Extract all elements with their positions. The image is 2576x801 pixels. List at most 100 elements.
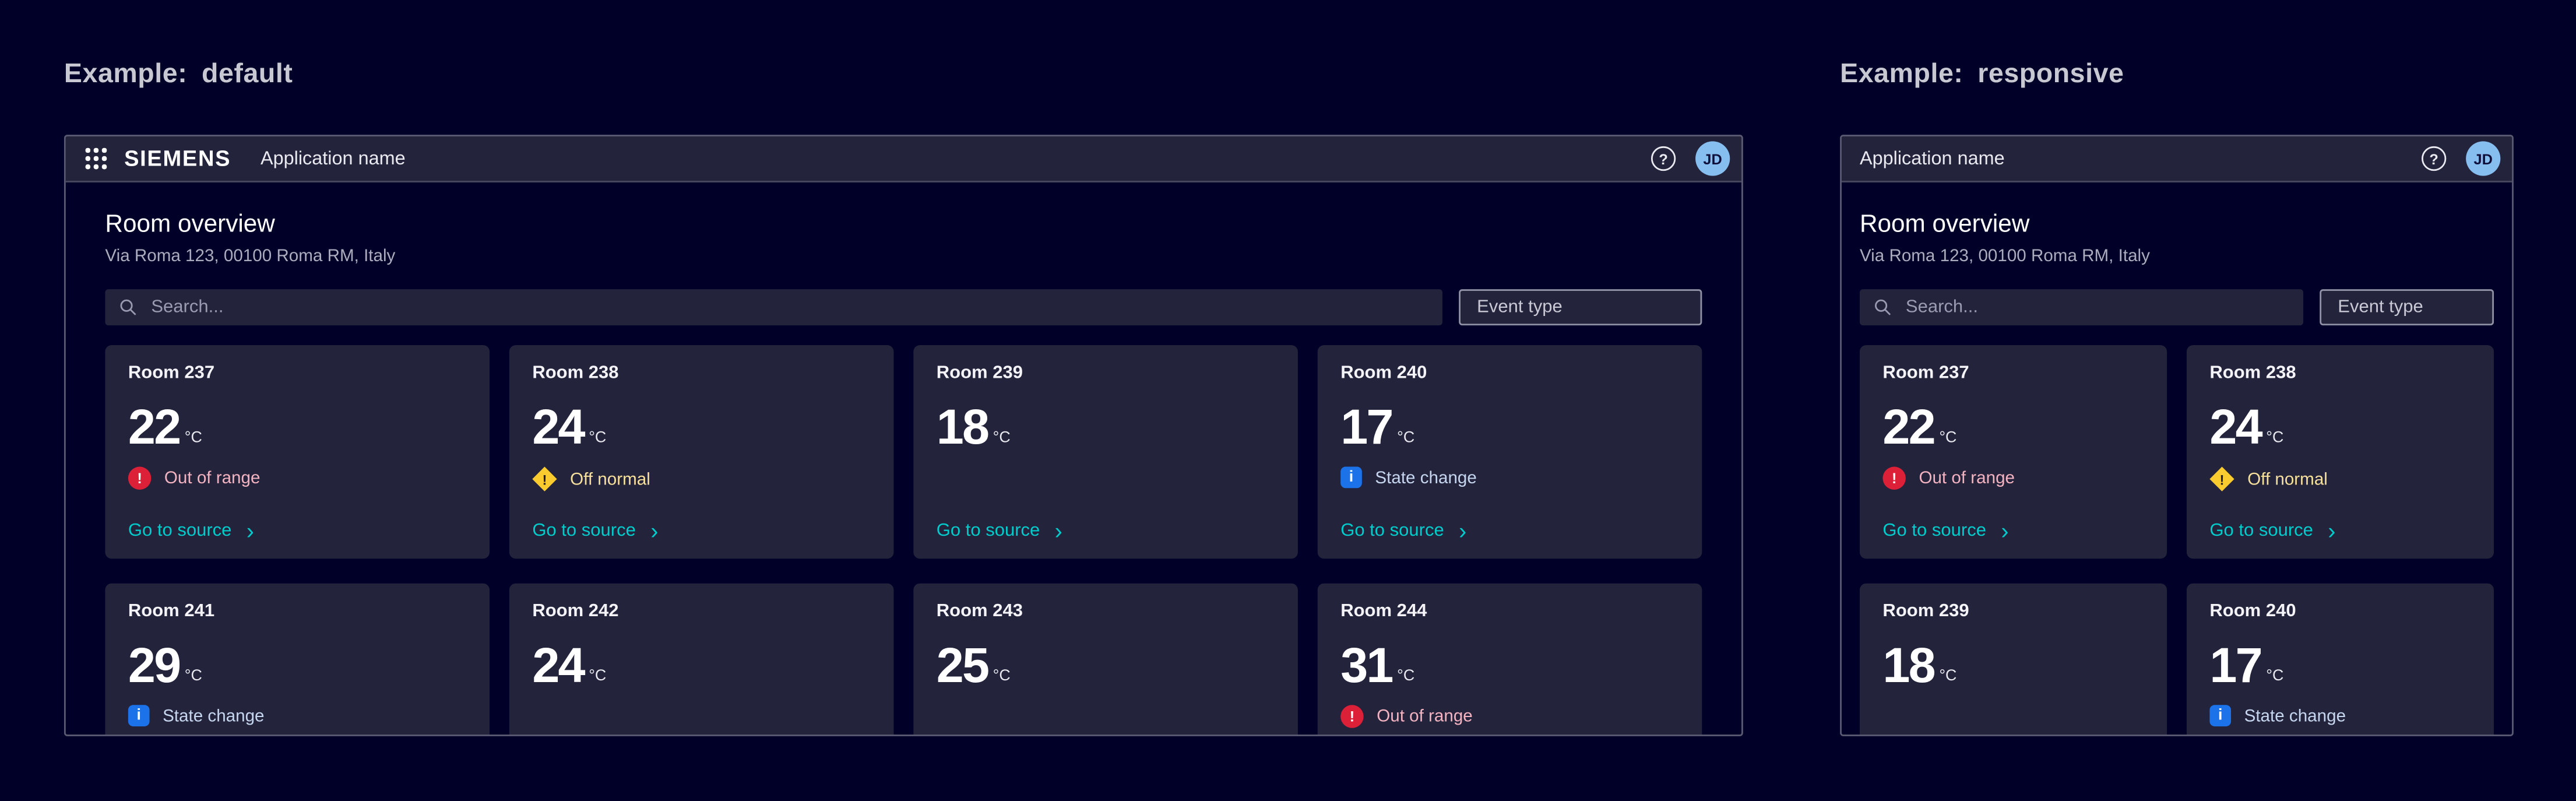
filter-bar: Event type bbox=[1859, 289, 2494, 326]
info-icon: i bbox=[2209, 705, 2232, 726]
example-responsive-section: Application name ? JD Room overview Via … bbox=[1840, 135, 2514, 736]
help-icon[interactable]: ? bbox=[1651, 146, 1676, 171]
room-name: Room 242 bbox=[532, 601, 619, 621]
status-label: State change bbox=[163, 705, 265, 726]
temperature-reading: 24 °C bbox=[532, 400, 871, 455]
avatar[interactable]: JD bbox=[1695, 141, 1730, 176]
room-name: Room 240 bbox=[2209, 601, 2296, 621]
room-name: Room 237 bbox=[1882, 363, 1969, 383]
avatar[interactable]: JD bbox=[2466, 141, 2501, 176]
temperature-reading: 22 °C bbox=[1882, 400, 2144, 455]
temperature-value: 31 bbox=[1340, 639, 1393, 694]
temperature-unit: °C bbox=[2266, 667, 2284, 686]
temperature-reading: 24 °C bbox=[2209, 400, 2471, 455]
application-name: Application name bbox=[260, 149, 406, 168]
room-name: Room 239 bbox=[1882, 601, 1969, 621]
room-card: Room 242 24 °C bbox=[509, 583, 894, 735]
go-to-source-link[interactable]: Go to source › bbox=[532, 518, 658, 541]
page-subtitle-address: Via Roma 123, 00100 Roma RM, Italy bbox=[1859, 246, 2150, 266]
event-type-select[interactable]: Event type bbox=[1459, 289, 1702, 326]
search-box[interactable] bbox=[105, 289, 1442, 326]
status-label: Off normal bbox=[570, 469, 650, 489]
event-type-select[interactable]: Event type bbox=[2320, 289, 2494, 326]
search-input[interactable] bbox=[147, 296, 1430, 319]
app-bar: SIEMENS Application name ? JD bbox=[65, 136, 1742, 182]
page-content: Room overview Via Roma 123, 00100 Roma R… bbox=[66, 182, 1741, 735]
temperature-unit: °C bbox=[184, 667, 202, 686]
page-subtitle-address: Via Roma 123, 00100 Roma RM, Italy bbox=[105, 246, 396, 266]
temperature-reading: 22 °C bbox=[128, 400, 467, 455]
room-card-grid: Room 237 22 °C ! Out of range Go to sour… bbox=[1859, 345, 2494, 735]
search-box[interactable] bbox=[1859, 289, 2304, 326]
temperature-unit: °C bbox=[1939, 667, 1957, 686]
warning-icon: ! bbox=[2209, 466, 2234, 491]
go-to-source-label: Go to source bbox=[2209, 521, 2313, 541]
room-card: Room 241 29 °C i State change bbox=[105, 583, 490, 735]
go-to-source-label: Go to source bbox=[532, 521, 636, 541]
temperature-reading: 18 °C bbox=[1882, 642, 2144, 692]
chevron-right-icon: › bbox=[1459, 517, 1467, 543]
help-icon[interactable]: ? bbox=[2422, 146, 2447, 171]
temperature-unit: °C bbox=[993, 667, 1011, 686]
temperature-unit: °C bbox=[1397, 667, 1415, 686]
go-to-source-label: Go to source bbox=[936, 521, 1040, 541]
temperature-reading: 18 °C bbox=[936, 400, 1275, 455]
warning-icon: ! bbox=[532, 466, 557, 491]
temperature-unit: °C bbox=[589, 667, 607, 686]
filter-bar: Event type bbox=[105, 289, 1702, 326]
temperature-reading: 25 °C bbox=[937, 642, 1275, 692]
room-card: Room 239 18 °C Go to source › bbox=[913, 345, 1298, 559]
temperature-reading: 17 °C bbox=[1340, 403, 1679, 454]
room-card: Room 238 24 °C ! Off normal Go to source… bbox=[509, 345, 894, 559]
siemens-logo: SIEMENS bbox=[124, 146, 231, 171]
temperature-unit: °C bbox=[184, 428, 202, 447]
go-to-source-link[interactable]: Go to source › bbox=[2209, 517, 2336, 543]
temperature-value: 24 bbox=[532, 400, 585, 455]
temperature-unit: °C bbox=[2266, 428, 2284, 447]
search-input[interactable] bbox=[1902, 296, 2290, 319]
app-bar: Application name ? JD bbox=[1841, 136, 2512, 182]
temperature-value: 24 bbox=[2209, 400, 2262, 455]
go-to-source-link[interactable]: Go to source › bbox=[1882, 517, 2009, 543]
status-badge: ! Off normal bbox=[532, 466, 871, 491]
status-badge: ! Out of range bbox=[1340, 705, 1679, 728]
temperature-reading: 31 °C bbox=[1340, 642, 1679, 692]
page-title: Room overview bbox=[1859, 210, 2030, 238]
temperature-unit: °C bbox=[589, 428, 607, 447]
room-name: Room 238 bbox=[2209, 363, 2296, 383]
app-launcher-icon[interactable] bbox=[85, 148, 90, 153]
temperature-value: 22 bbox=[1882, 400, 1935, 455]
temperature-value: 18 bbox=[936, 400, 990, 455]
room-card: Room 243 25 °C bbox=[913, 583, 1298, 735]
go-to-source-link[interactable]: Go to source › bbox=[128, 517, 254, 543]
status-badge: ! Out of range bbox=[128, 466, 467, 490]
alarm-icon: ! bbox=[1340, 705, 1364, 728]
chevron-right-icon: › bbox=[2328, 517, 2336, 543]
status-badge: i State change bbox=[1340, 466, 1679, 489]
status-label: Out of range bbox=[164, 468, 261, 489]
room-name: Room 244 bbox=[1340, 601, 1427, 621]
room-name: Room 240 bbox=[1340, 363, 1427, 383]
room-card: Room 240 17 °C i State change bbox=[2186, 583, 2494, 735]
chevron-right-icon: › bbox=[2001, 517, 2009, 543]
example-responsive-title: Example: responsive bbox=[1840, 59, 2124, 89]
room-name: Room 241 bbox=[128, 601, 215, 621]
room-name: Room 243 bbox=[936, 601, 1023, 621]
status-badge: ! Out of range bbox=[1882, 466, 2144, 490]
go-to-source-label: Go to source bbox=[1340, 521, 1444, 541]
temperature-value: 22 bbox=[128, 400, 181, 455]
room-card: Room 240 17 °C i State change Go to sour… bbox=[1317, 345, 1702, 559]
temperature-value: 17 bbox=[2209, 639, 2262, 694]
temperature-value: 24 bbox=[532, 639, 585, 694]
page-title: Room overview bbox=[105, 210, 275, 238]
temperature-value: 25 bbox=[936, 639, 990, 694]
status-badge: ! Off normal bbox=[2209, 466, 2471, 491]
status-label: Off normal bbox=[2247, 469, 2328, 489]
example-default-title: Example: default bbox=[64, 59, 293, 89]
go-to-source-link[interactable]: Go to source › bbox=[1340, 517, 1467, 543]
chevron-right-icon: › bbox=[246, 517, 254, 543]
status-label: Out of range bbox=[1919, 468, 2015, 489]
temperature-reading: 17 °C bbox=[2209, 642, 2471, 692]
go-to-source-link[interactable]: Go to source › bbox=[936, 518, 1062, 541]
temperature-reading: 29 °C bbox=[128, 642, 467, 692]
